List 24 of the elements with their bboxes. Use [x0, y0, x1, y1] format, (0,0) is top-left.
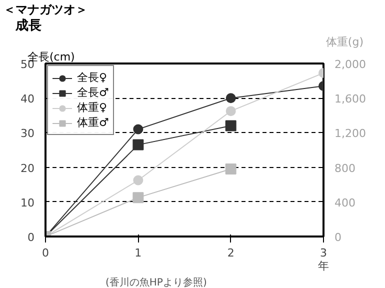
text: (香川の魚HPより参照) — [106, 276, 207, 288]
y-tick-label: 20 — [20, 162, 35, 175]
y2-tick-label: 1,200 — [334, 127, 366, 140]
y-tick-label: 30 — [20, 127, 35, 140]
y2-axis-title: 体重(g) — [326, 36, 364, 48]
y2-tick-label: 1,600 — [334, 92, 366, 106]
legend-label: 全長♂ — [77, 85, 109, 100]
x-tick-label: 3 — [320, 246, 327, 260]
y2-tick-label: 800 — [334, 162, 356, 175]
y-tick-label: 10 — [20, 196, 35, 210]
chart-title: ＜マナガツオ＞ — [4, 2, 88, 16]
y-tick-label: 0 — [28, 231, 34, 244]
legend-label: 体重♂ — [77, 115, 109, 130]
x-tick-label: 0 — [42, 246, 49, 260]
y2-tick-label: 2,000 — [334, 58, 366, 71]
x-tick-label: 1 — [134, 246, 142, 260]
legend-label: 体重♀ — [77, 100, 108, 115]
chart-subtitle: 成長 — [14, 18, 42, 34]
legend-label: 全長♀ — [77, 70, 108, 85]
y-tick-label: 40 — [20, 92, 35, 106]
x-axis-title: 年 — [318, 260, 329, 272]
y2-tick-label: 400 — [334, 196, 356, 210]
y2-tick-label: 0 — [334, 231, 342, 244]
x-tick-label: 2 — [227, 246, 234, 260]
